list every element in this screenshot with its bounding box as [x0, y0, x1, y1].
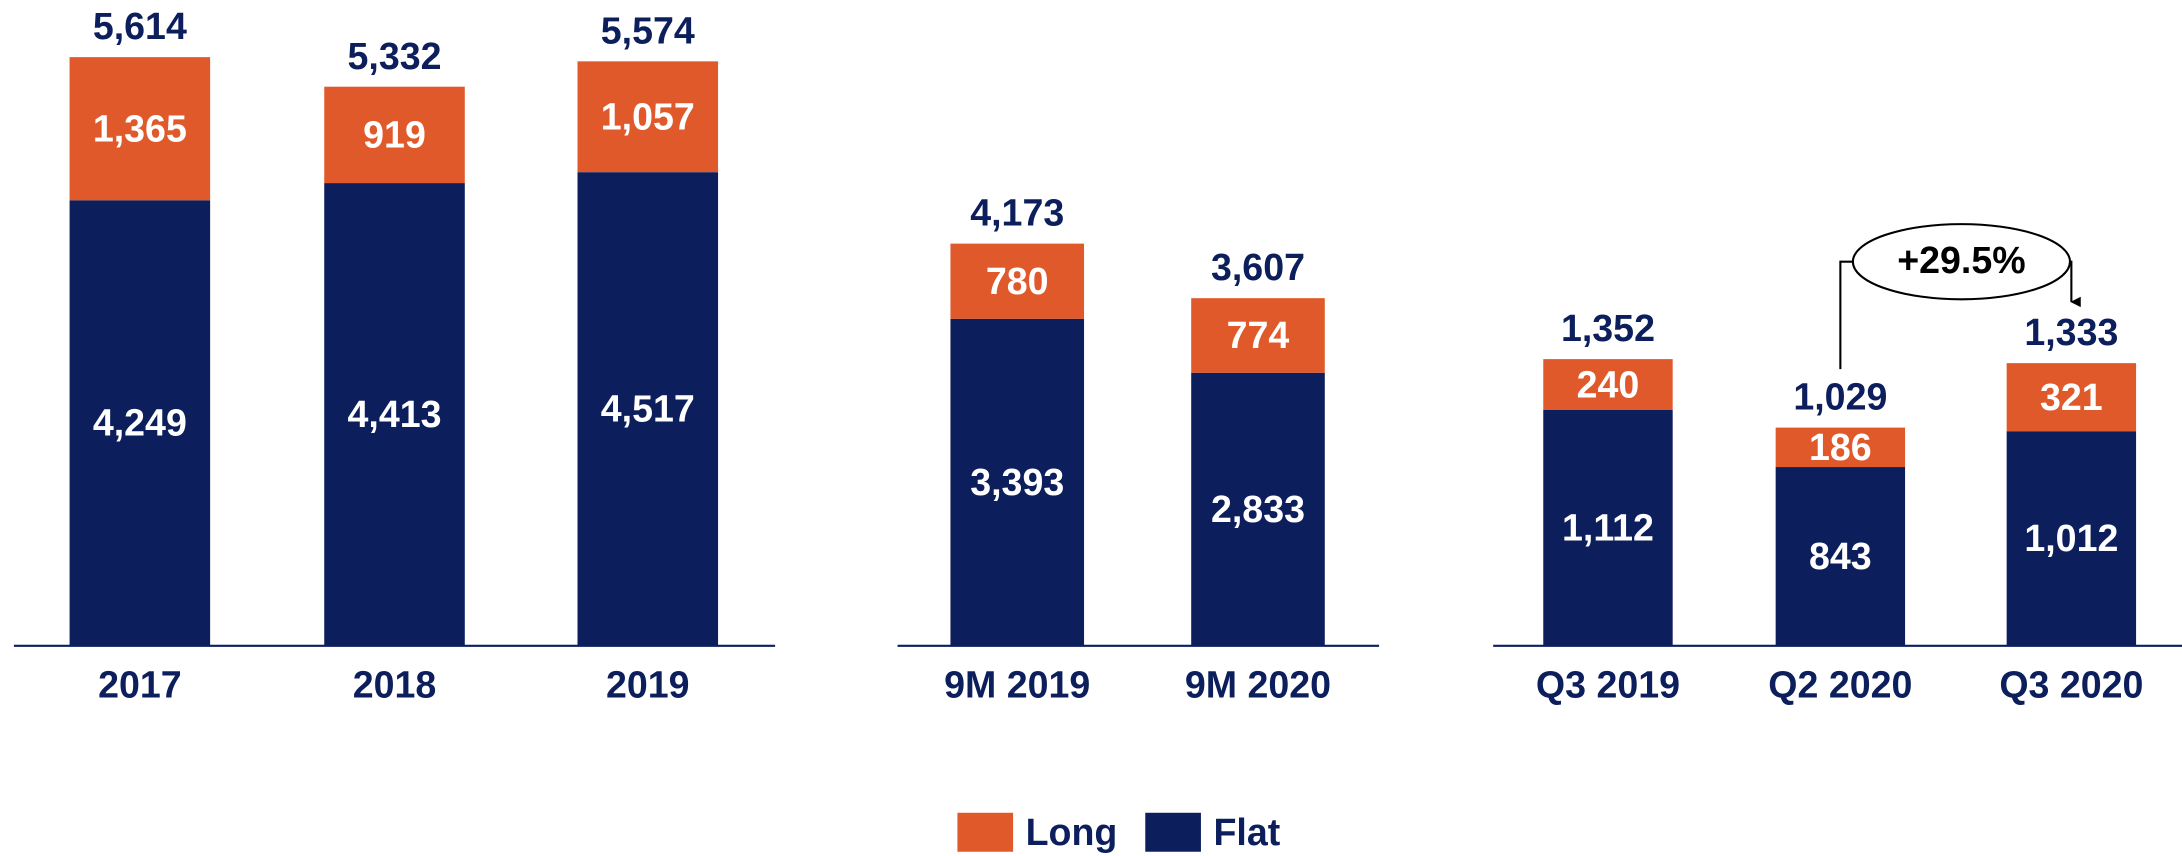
bar-segment	[324, 183, 465, 646]
x-tick-label: 9M 2019	[944, 663, 1090, 705]
value-label: 1,365	[93, 107, 187, 149]
value-label: 1,057	[601, 95, 695, 137]
total-label: 1,333	[2024, 311, 2118, 353]
bar-segment	[1191, 372, 1325, 646]
value-label: 186	[1809, 426, 1872, 468]
legend-swatch	[1145, 812, 1201, 852]
total-label: 5,574	[601, 9, 695, 51]
bar-segment	[69, 200, 211, 646]
x-tick-label: 2019	[606, 663, 690, 705]
value-label: 321	[2040, 376, 2103, 418]
value-label: 1,012	[2024, 517, 2118, 559]
x-tick-label: Q2 2020	[1768, 663, 1912, 705]
bar-segment	[577, 61, 719, 173]
legend-swatch	[957, 812, 1014, 852]
annotation-ellipse	[1851, 223, 2072, 301]
total-label: 5,614	[93, 5, 187, 47]
value-label: 919	[363, 114, 426, 156]
value-label: 4,517	[601, 388, 695, 430]
bar-segment	[324, 86, 465, 184]
bar-segment	[69, 57, 211, 201]
connector	[1839, 260, 1853, 370]
value-label: 3,393	[970, 461, 1064, 503]
bar-segment	[1543, 359, 1673, 411]
total-label: 5,332	[348, 35, 442, 77]
bar-segment	[950, 243, 1085, 319]
legend-label: Flat	[1213, 811, 1280, 853]
bar-segment	[1191, 298, 1325, 373]
legend-label: Long	[1026, 811, 1118, 853]
bar-segment	[1543, 410, 1673, 646]
total-label: 1,029	[1793, 376, 1887, 418]
annotation: +29.5%	[1897, 239, 2025, 281]
bar-segment	[2006, 431, 2137, 646]
value-label: 843	[1809, 535, 1872, 577]
value-label: 4,413	[348, 393, 442, 435]
bar-segment	[577, 172, 719, 646]
value-label: 4,249	[93, 402, 187, 444]
bar-segment	[1775, 467, 1906, 646]
value-label: 2,833	[1211, 488, 1305, 530]
value-label: 780	[986, 260, 1049, 302]
total-label: 3,607	[1211, 246, 1305, 288]
value-label: 240	[1577, 363, 1640, 405]
x-tick-label: 2018	[353, 663, 437, 705]
x-tick-label: Q3 2019	[1536, 663, 1680, 705]
connector-arrow	[2069, 260, 2081, 308]
x-tick-label: Q3 2020	[1999, 663, 2143, 705]
value-label: 774	[1227, 314, 1290, 356]
bar-segment	[950, 318, 1085, 646]
total-label: 4,173	[970, 192, 1064, 234]
x-tick-label: 9M 2020	[1185, 663, 1331, 705]
value-label: 1,112	[1562, 507, 1654, 549]
x-tick-label: 2017	[98, 663, 182, 705]
total-label: 1,352	[1561, 307, 1655, 349]
bar-segment	[2006, 363, 2137, 432]
bar-segment	[1775, 427, 1906, 468]
